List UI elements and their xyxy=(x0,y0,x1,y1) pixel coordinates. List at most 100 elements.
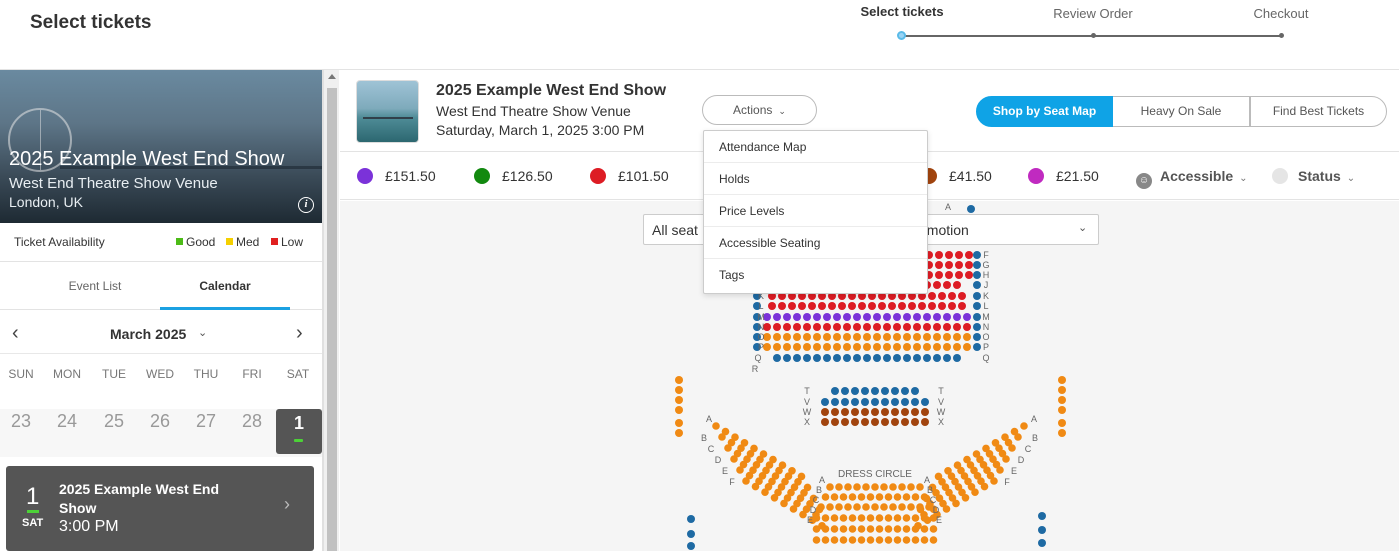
seat[interactable] xyxy=(863,323,871,331)
scroll-up-icon[interactable] xyxy=(328,74,336,79)
seat[interactable] xyxy=(858,302,866,310)
seat[interactable] xyxy=(891,387,899,395)
seat[interactable] xyxy=(787,488,795,497)
seat[interactable] xyxy=(866,525,875,533)
seat[interactable] xyxy=(979,461,988,469)
seat[interactable] xyxy=(749,466,757,475)
seat[interactable] xyxy=(833,333,841,341)
seat[interactable] xyxy=(675,386,683,394)
seat[interactable] xyxy=(783,323,791,331)
seat[interactable] xyxy=(911,418,919,426)
seat[interactable] xyxy=(889,483,897,491)
seat[interactable] xyxy=(921,418,929,426)
seat[interactable] xyxy=(938,302,946,310)
seat[interactable] xyxy=(851,398,859,406)
seat[interactable] xyxy=(938,292,946,300)
seat[interactable] xyxy=(948,292,956,300)
seat[interactable] xyxy=(753,302,761,310)
seat[interactable] xyxy=(745,471,754,480)
seat[interactable] xyxy=(948,302,956,310)
seat[interactable] xyxy=(841,408,849,416)
step-review-order[interactable]: Review Order xyxy=(1053,6,1133,21)
seat[interactable] xyxy=(901,418,909,426)
seat[interactable] xyxy=(826,483,834,491)
seat[interactable] xyxy=(831,408,839,416)
seat[interactable] xyxy=(765,461,774,469)
seat[interactable] xyxy=(848,536,857,544)
seat[interactable] xyxy=(773,323,781,331)
seat[interactable] xyxy=(851,408,859,416)
seat[interactable] xyxy=(848,493,857,501)
menu-item-price-levels[interactable]: Price Levels xyxy=(704,195,927,227)
seat[interactable] xyxy=(996,466,1004,474)
tab-calendar[interactable]: Calendar xyxy=(199,279,251,293)
seat[interactable] xyxy=(935,261,943,269)
seat[interactable] xyxy=(945,488,953,497)
seat[interactable] xyxy=(763,333,771,341)
seat[interactable] xyxy=(863,343,871,351)
seat[interactable] xyxy=(873,333,881,341)
seat[interactable] xyxy=(838,292,846,300)
seat[interactable] xyxy=(797,472,806,481)
seat[interactable] xyxy=(821,536,830,544)
seat[interactable] xyxy=(881,387,889,395)
seat[interactable] xyxy=(913,323,921,331)
seat[interactable] xyxy=(990,477,998,485)
seat[interactable] xyxy=(903,323,911,331)
seat[interactable] xyxy=(883,323,891,331)
seat[interactable] xyxy=(875,536,884,544)
seat[interactable] xyxy=(902,493,911,501)
seat[interactable] xyxy=(963,343,971,351)
seat[interactable] xyxy=(803,343,811,351)
seat[interactable] xyxy=(739,460,748,469)
seat[interactable] xyxy=(963,333,971,341)
seat[interactable] xyxy=(848,292,856,300)
seat[interactable] xyxy=(831,387,839,395)
seat[interactable] xyxy=(933,281,941,289)
seat[interactable] xyxy=(952,499,960,508)
seat[interactable] xyxy=(913,313,921,321)
heavy-on-sale-button[interactable]: Heavy On Sale xyxy=(1113,96,1250,127)
seat[interactable] xyxy=(788,292,796,300)
seat[interactable] xyxy=(731,433,739,441)
seat[interactable] xyxy=(771,472,780,480)
seat[interactable] xyxy=(868,292,876,300)
seat[interactable] xyxy=(898,292,906,300)
seat[interactable] xyxy=(918,292,926,300)
seat[interactable] xyxy=(758,472,767,480)
seat[interactable] xyxy=(1014,433,1022,441)
seat[interactable] xyxy=(944,467,952,475)
seat[interactable] xyxy=(675,419,683,427)
seat[interactable] xyxy=(783,333,791,341)
seat[interactable] xyxy=(985,450,994,458)
seat[interactable] xyxy=(721,427,730,436)
seat[interactable] xyxy=(863,313,871,321)
seat[interactable] xyxy=(973,323,981,331)
seat[interactable] xyxy=(833,343,841,351)
seat[interactable] xyxy=(871,387,879,395)
seat[interactable] xyxy=(986,471,995,480)
seat[interactable] xyxy=(813,323,821,331)
seat[interactable] xyxy=(1058,386,1066,394)
seat[interactable] xyxy=(916,483,924,491)
seat[interactable] xyxy=(983,466,991,475)
menu-item-tags[interactable]: Tags xyxy=(719,268,745,282)
seat[interactable] xyxy=(901,398,909,406)
seat[interactable] xyxy=(884,536,893,544)
seat[interactable] xyxy=(753,333,761,341)
seat[interactable] xyxy=(921,398,929,406)
seat[interactable] xyxy=(687,530,695,538)
sidebar-scrollbar[interactable] xyxy=(323,70,339,551)
seat[interactable] xyxy=(965,261,973,269)
seat[interactable] xyxy=(1058,419,1066,427)
seat[interactable] xyxy=(928,292,936,300)
seat[interactable] xyxy=(812,514,821,522)
seat[interactable] xyxy=(851,387,859,395)
seat[interactable] xyxy=(763,343,771,351)
seat[interactable] xyxy=(928,302,936,310)
seat[interactable] xyxy=(1038,526,1046,534)
seat[interactable] xyxy=(953,281,961,289)
seat[interactable] xyxy=(853,343,861,351)
seat[interactable] xyxy=(973,472,982,480)
seat[interactable] xyxy=(778,461,787,470)
